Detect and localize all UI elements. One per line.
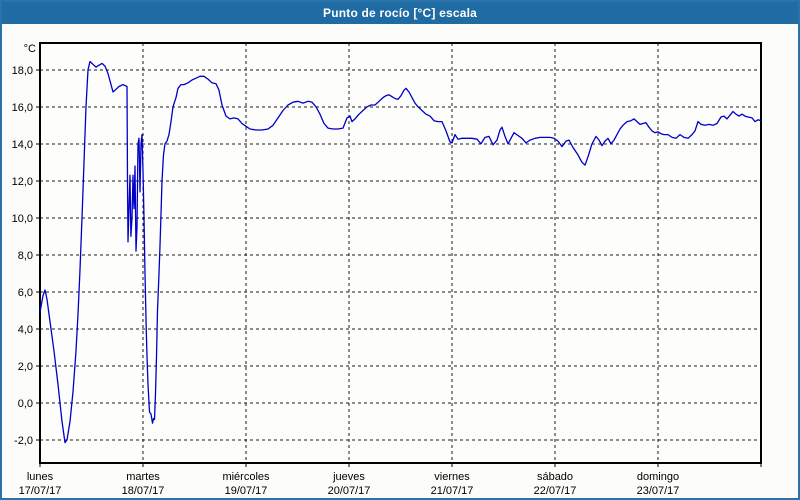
y-tick-label: 10,0 — [12, 213, 33, 225]
window-title: Punto de rocío [°C] escala — [322, 6, 478, 20]
y-tick-label: -2,0 — [14, 435, 33, 447]
y-tick-label: 8,0 — [18, 250, 33, 262]
y-tick-label: 6,0 — [18, 287, 33, 299]
day-date-label: 21/07/17 — [431, 485, 474, 497]
y-tick-label: 0,0 — [18, 398, 33, 410]
window-titlebar[interactable]: Punto de rocío [°C] escala — [2, 2, 798, 24]
day-name-label: jueves — [332, 471, 365, 483]
y-axis-unit-label: °C — [24, 43, 36, 55]
dew-point-chart: -2,0 0,0 2,0 4,0 6,0 8,0 10,0 12,0 14,0 16,0 18,0 °… — [12, 42, 762, 497]
day-name-label: domingo — [637, 471, 679, 483]
y-tick-label: 12,0 — [12, 176, 33, 188]
day-date-label: 18/07/17 — [122, 485, 165, 497]
day-date-label: 22/07/17 — [534, 485, 577, 497]
day-name-label: viernes — [434, 471, 470, 483]
day-name-label: sábado — [537, 471, 573, 483]
day-name-label: miércoles — [222, 471, 270, 483]
day-date-label: 17/07/17 — [19, 485, 62, 497]
day-date-label: 23/07/17 — [637, 485, 680, 497]
plot-border — [39, 42, 762, 464]
chart-content: -2,0 0,0 2,0 4,0 6,0 8,0 10,0 12,0 14,0 16,0 18,0 °… — [2, 24, 798, 498]
y-tick-label: 4,0 — [18, 324, 33, 336]
plot-area — [40, 43, 761, 463]
day-name-label: lunes — [27, 471, 54, 483]
day-date-label: 19/07/17 — [225, 485, 268, 497]
y-tick-label: 14,0 — [12, 139, 33, 151]
y-tick-label: 2,0 — [18, 361, 33, 373]
dew-point-line — [39, 60, 762, 444]
day-name-label: martes — [126, 471, 160, 483]
y-tick-label: 16,0 — [12, 102, 33, 114]
y-tick-label: 18,0 — [12, 65, 33, 77]
day-date-label: 20/07/17 — [328, 485, 371, 497]
